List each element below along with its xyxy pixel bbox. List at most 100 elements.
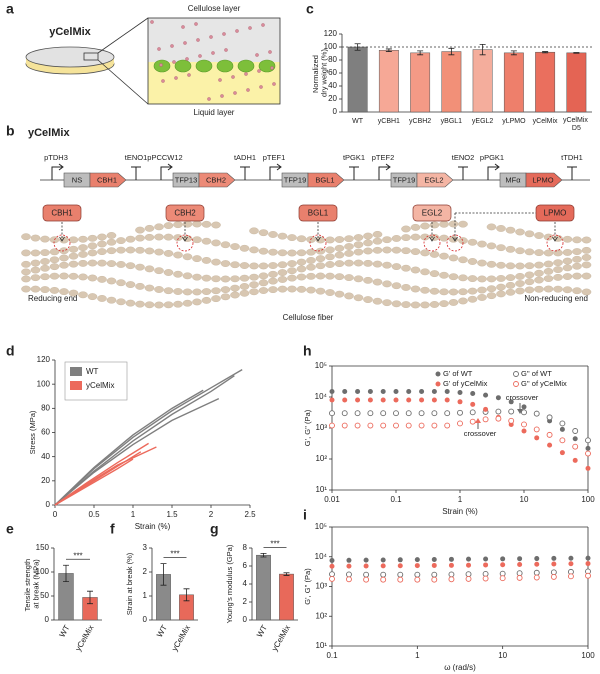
bar [535, 51, 556, 113]
point [546, 414, 553, 421]
glucose-unit [363, 259, 373, 267]
glucose-unit [344, 259, 354, 267]
glucose-unit [524, 286, 535, 294]
glucose-unit [410, 266, 421, 274]
enzyme-dot [246, 88, 250, 92]
promoter-label: pPGK1 [480, 153, 504, 162]
point [414, 576, 421, 583]
point [431, 389, 437, 395]
glucose-unit [439, 220, 449, 228]
point [431, 562, 437, 568]
enzyme-dot [198, 54, 202, 58]
glucose-unit [458, 288, 468, 296]
glucose-unit [97, 248, 107, 256]
glucose-unit [496, 275, 506, 282]
glucose-unit [458, 256, 468, 264]
glucose-unit [429, 270, 440, 278]
x-tick-label: yBGL1 [441, 118, 463, 125]
point [572, 443, 579, 450]
point [466, 562, 472, 568]
glucose-unit [496, 283, 506, 291]
glucose-unit [562, 286, 573, 294]
promoter-label: pTEF2 [372, 153, 395, 162]
glucose-unit [543, 249, 554, 257]
glucose-unit [515, 287, 525, 295]
glucose-unit [258, 262, 269, 270]
y-axis-label: G', G'' (Pa) [303, 568, 312, 605]
glucose-unit [562, 249, 573, 256]
point [380, 571, 387, 578]
y-tick-label: 2 [143, 567, 148, 576]
y-axis-label: Normalized dry weight (%) [311, 49, 329, 97]
panel-label: h [303, 343, 312, 359]
glucose-unit [154, 233, 164, 241]
point [448, 571, 455, 578]
glucose-unit [477, 294, 487, 301]
point [448, 562, 454, 568]
glucose-unit [296, 258, 307, 266]
promoter-arrow [269, 163, 282, 180]
point [533, 569, 540, 576]
glucose-unit [192, 298, 202, 306]
glucose-unit [496, 290, 506, 298]
glucose-unit [448, 273, 459, 281]
glucose-unit [59, 254, 69, 262]
glucose-unit [239, 244, 250, 252]
point [534, 556, 540, 562]
terminator [458, 166, 468, 180]
glucose-unit [410, 248, 421, 256]
glucose-unit [534, 285, 544, 293]
glucose-unit [382, 246, 392, 254]
point [585, 437, 591, 444]
glucose-unit [515, 273, 525, 280]
y-tick-label: 80 [41, 403, 50, 412]
point [431, 397, 437, 403]
glucose-unit [277, 276, 288, 283]
point [457, 389, 463, 395]
glucose-unit [258, 229, 269, 237]
glucose-unit [78, 244, 88, 252]
glucose-unit [78, 235, 88, 243]
gene-label: CBH2 [206, 175, 226, 184]
terminator [240, 166, 250, 180]
glucose-unit [106, 260, 117, 267]
x-tick-label: 2.5 [244, 510, 256, 519]
glucose-unit [220, 293, 231, 301]
x-tick-label: 100 [581, 651, 595, 660]
enzyme-dot [257, 69, 261, 73]
point [431, 422, 438, 429]
point [346, 563, 352, 569]
glucose-unit [372, 237, 383, 245]
point [414, 563, 420, 569]
glucose-unit [505, 262, 516, 270]
point [457, 420, 463, 427]
legend-label: G'' of WT [521, 369, 552, 378]
point [367, 397, 373, 403]
x-tick-label: 0 [53, 510, 58, 519]
glucose-unit [116, 246, 126, 254]
end-label: Non-reducing end [524, 294, 588, 303]
glucose-unit [581, 236, 592, 244]
glucose-unit [87, 293, 98, 301]
glucose-unit [125, 281, 136, 288]
y-tick-label: 20 [328, 94, 337, 103]
glucose-unit [173, 300, 183, 308]
x-tick-label: yCelMix [533, 118, 558, 125]
cleavage-site [423, 234, 441, 252]
gene-arrow [89, 172, 127, 188]
glucose-unit [524, 248, 535, 256]
enzyme-label: CBH2 [174, 209, 196, 218]
glucose-unit [30, 249, 41, 257]
bar [279, 573, 294, 621]
glucose-unit [201, 220, 212, 228]
glucose-unit [372, 260, 383, 268]
glucose-unit [182, 299, 193, 307]
enzyme-dot [268, 50, 272, 54]
terminator [567, 166, 577, 180]
point [534, 435, 540, 441]
glucose-unit [315, 262, 326, 270]
cleavage-site [53, 234, 71, 252]
signal-label: NS [72, 175, 82, 184]
point [431, 576, 438, 583]
error-bar [417, 50, 424, 56]
